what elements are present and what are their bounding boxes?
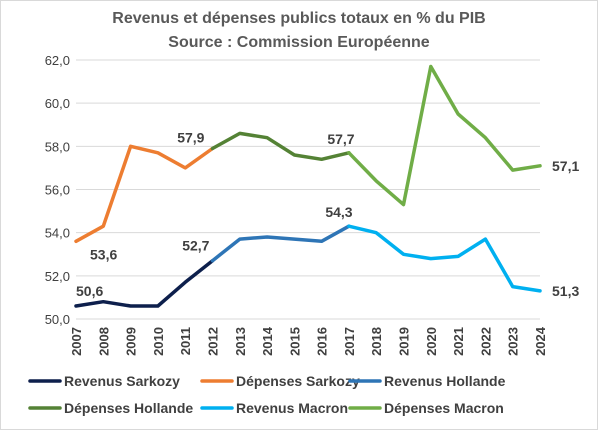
gridlines [76,59,540,320]
data-label: 52,7 [182,238,209,254]
legend-label: Dépenses Hollande [64,400,193,416]
legend-label: Revenus Hollande [384,373,506,389]
x-tick-label: 2012 [205,327,220,356]
x-tick-label: 2020 [424,327,439,356]
series-line [210,131,351,162]
y-axis: 50,0 52,0 54,0 56,0 58,0 60,0 62,0 [45,53,70,327]
x-tick-label: 2008 [96,327,111,356]
legend-label: Revenus Sarkozy [64,373,180,389]
series-line [347,64,542,207]
chart-title: Revenus et dépenses publics totaux en % … [112,10,486,27]
y-tick-label: 50,0 [45,312,70,327]
x-tick-label: 2007 [69,327,84,356]
x-tick-label: 2011 [178,327,193,355]
legend-label: Dépenses Sarkozy [236,373,360,389]
x-tick-label: 2016 [315,327,330,356]
y-tick-label: 60,0 [45,96,70,111]
y-tick-label: 52,0 [45,269,70,284]
legend-label: Revenus Macron [236,400,348,416]
x-tick-label: 2021 [451,327,466,356]
legend: Revenus Sarkozy Dépenses Sarkozy Revenus H… [28,373,506,416]
chart-subtitle: Source : Commission Européenne [168,34,430,51]
x-tick-label: 2014 [260,326,275,356]
data-label: 57,7 [327,131,354,147]
y-tick-label: 56,0 [45,183,70,198]
series-line [210,224,351,263]
x-tick-label: 2023 [506,327,521,356]
x-tick-label: 2022 [478,327,493,356]
y-tick-label: 58,0 [45,139,70,154]
data-labels: 50,6 53,6 52,7 57,9 54,3 57,7 57,1 51,3 [76,129,579,299]
data-label: 54,3 [325,204,352,220]
series-lines [74,64,542,308]
x-tick-label: 2024 [533,326,548,356]
x-tick-label: 2018 [369,327,384,356]
x-axis: 2007 2008 2009 2010 2011 2012 2013 2014 2015 2016… [69,326,548,356]
x-tick-label: 2019 [397,327,412,356]
data-label: 50,6 [76,283,103,299]
data-label: 57,1 [552,158,579,174]
series-line [74,258,215,308]
data-label: 51,3 [552,283,579,299]
x-tick-label: 2015 [287,327,302,356]
series-line [74,144,215,244]
series-line [347,224,542,293]
x-tick-label: 2010 [151,327,166,356]
y-tick-label: 54,0 [45,226,70,241]
x-tick-label: 2009 [124,327,139,356]
y-tick-label: 62,0 [45,53,70,68]
x-tick-label: 2017 [342,327,357,356]
legend-label: Dépenses Macron [384,400,504,416]
data-label: 57,9 [177,129,204,145]
x-tick-label: 2013 [233,327,248,356]
data-label: 53,6 [90,246,117,262]
